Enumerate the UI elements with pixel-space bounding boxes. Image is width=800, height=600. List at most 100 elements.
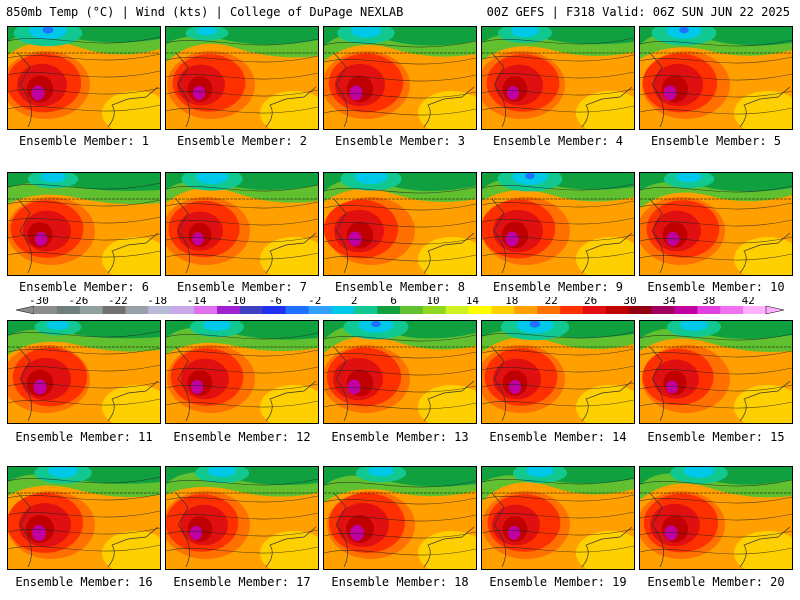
member-label-14: Ensemble Member: 14 xyxy=(489,430,627,444)
colorbar-tick-label: 2 xyxy=(351,297,358,307)
member-label-10: Ensemble Member: 10 xyxy=(647,280,785,294)
colorbar-tick-label: -10 xyxy=(226,297,246,307)
colorbar-swatch xyxy=(560,306,584,314)
colorbar-tick-label: -14 xyxy=(187,297,207,307)
temperature-map-20 xyxy=(640,467,792,569)
temperature-map-17 xyxy=(166,467,318,569)
colorbar-tick-label: -26 xyxy=(68,297,88,307)
colorbar-tick-label: -6 xyxy=(269,297,282,307)
colorbar-swatch xyxy=(56,306,81,314)
member-label-1: Ensemble Member: 1 xyxy=(18,134,150,148)
member-label-12: Ensemble Member: 12 xyxy=(173,430,311,444)
colorbar-tick-label: -30 xyxy=(29,297,49,307)
temperature-map-5 xyxy=(640,27,792,129)
colorbar-swatch xyxy=(171,306,195,314)
temperature-map-7 xyxy=(166,173,318,275)
colorbar-swatch xyxy=(697,306,721,314)
member-label-16: Ensemble Member: 16 xyxy=(15,575,153,589)
colorbar-swatch xyxy=(262,306,286,314)
member-label-5: Ensemble Member: 5 xyxy=(650,134,782,148)
temperature-map-11 xyxy=(8,321,160,423)
temperature-map-15 xyxy=(640,321,792,423)
temperature-map-6 xyxy=(8,173,160,275)
colorbar-tick-label: -18 xyxy=(147,297,167,307)
temperature-map-13 xyxy=(324,321,476,423)
colorbar-swatch xyxy=(308,306,332,314)
colorbar-swatch xyxy=(583,306,607,314)
colorbar-tick-label: -22 xyxy=(108,297,128,307)
colorbar-swatch xyxy=(720,306,744,314)
member-map-5 xyxy=(639,26,793,130)
member-map-6 xyxy=(7,172,161,276)
member-label-11: Ensemble Member: 11 xyxy=(15,430,153,444)
colorbar-right-arrow xyxy=(765,305,785,315)
colorbar-tick-label: 14 xyxy=(466,297,480,307)
colorbar-swatch xyxy=(514,306,538,314)
colorbar-tick-label: 6 xyxy=(390,297,397,307)
colorbar-swatch xyxy=(422,306,447,314)
run-valid-time: 00Z GEFS | F318 Valid: 06Z SUN JUN 22 20… xyxy=(486,5,790,19)
colorbar-swatch xyxy=(125,306,149,314)
colorbar-swatch xyxy=(239,306,264,314)
temperature-map-19 xyxy=(482,467,634,569)
colorbar-swatch xyxy=(34,306,58,314)
member-label-3: Ensemble Member: 3 xyxy=(334,134,466,148)
member-map-13 xyxy=(323,320,477,424)
temperature-map-4 xyxy=(482,27,634,129)
member-label-13: Ensemble Member: 13 xyxy=(331,430,469,444)
colorbar-left-arrow xyxy=(15,305,35,315)
colorbar-swatch xyxy=(400,306,424,314)
colorbar-swatch xyxy=(468,306,492,314)
member-map-7 xyxy=(165,172,319,276)
temperature-map-3 xyxy=(324,27,476,129)
temperature-map-1 xyxy=(8,27,160,129)
member-label-2: Ensemble Member: 2 xyxy=(176,134,308,148)
colorbar-tick-label: -2 xyxy=(308,297,321,307)
member-label-9: Ensemble Member: 9 xyxy=(492,280,624,294)
member-map-4 xyxy=(481,26,635,130)
colorbar-swatch xyxy=(674,306,698,314)
colorbar-swatch xyxy=(377,306,401,314)
member-map-17 xyxy=(165,466,319,570)
colorbar-swatch xyxy=(331,306,355,314)
member-map-20 xyxy=(639,466,793,570)
colorbar-tick-label: 38 xyxy=(702,297,715,307)
colorbar-swatch xyxy=(628,306,652,314)
member-map-8 xyxy=(323,172,477,276)
colorbar-tick-label: 42 xyxy=(742,297,755,307)
member-label-17: Ensemble Member: 17 xyxy=(173,575,311,589)
member-map-1 xyxy=(7,26,161,130)
colorbar-swatch xyxy=(445,306,469,314)
colorbar-swatch xyxy=(537,306,561,314)
colorbar-swatch xyxy=(285,306,309,314)
member-label-8: Ensemble Member: 8 xyxy=(334,280,466,294)
member-label-7: Ensemble Member: 7 xyxy=(176,280,308,294)
member-map-18 xyxy=(323,466,477,570)
colorbar-swatch xyxy=(354,306,378,314)
colorbar-tick-label: 22 xyxy=(545,297,558,307)
colorbar-swatch xyxy=(102,306,126,314)
temperature-map-2 xyxy=(166,27,318,129)
member-map-15 xyxy=(639,320,793,424)
member-map-12 xyxy=(165,320,319,424)
colorbar-swatch xyxy=(651,306,675,314)
temperature-map-8 xyxy=(324,173,476,275)
member-label-18: Ensemble Member: 18 xyxy=(331,575,469,589)
member-label-20: Ensemble Member: 20 xyxy=(647,575,785,589)
member-label-6: Ensemble Member: 6 xyxy=(18,280,150,294)
member-map-11 xyxy=(7,320,161,424)
colorbar-tick-label: 34 xyxy=(663,297,677,307)
colorbar-tick-label: 26 xyxy=(584,297,597,307)
colorbar-swatch xyxy=(743,306,767,314)
colorbar-tick-label: 10 xyxy=(426,297,439,307)
temperature-colorbar: -30 -26 -22 -18 -14 -10 -6 -2 2 6 10 14 18 22 26 30 34 38… xyxy=(15,297,785,315)
colorbar-swatch xyxy=(79,306,103,314)
colorbar-swatch xyxy=(605,306,630,314)
member-label-4: Ensemble Member: 4 xyxy=(492,134,624,148)
member-map-9 xyxy=(481,172,635,276)
colorbar-swatch xyxy=(148,306,172,314)
temperature-map-12 xyxy=(166,321,318,423)
member-label-15: Ensemble Member: 15 xyxy=(647,430,785,444)
member-map-10 xyxy=(639,172,793,276)
temperature-map-16 xyxy=(8,467,160,569)
